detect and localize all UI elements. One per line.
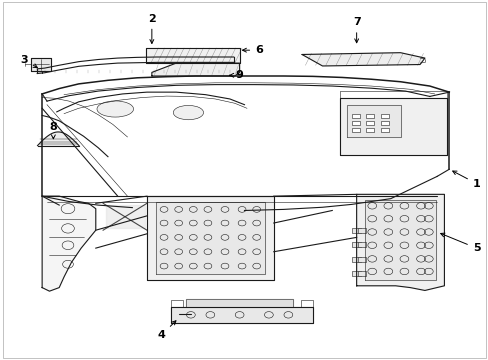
Bar: [351, 114, 359, 118]
Bar: [357, 242, 366, 247]
Text: 9: 9: [229, 70, 243, 80]
Polygon shape: [105, 205, 144, 228]
Bar: [380, 121, 388, 125]
Polygon shape: [346, 105, 400, 137]
Text: 7: 7: [352, 17, 360, 43]
Bar: [357, 257, 366, 262]
Bar: [351, 271, 360, 276]
Bar: [351, 242, 360, 247]
Bar: [380, 128, 388, 132]
Polygon shape: [302, 53, 424, 66]
Text: 4: 4: [157, 321, 176, 340]
Text: 6: 6: [242, 45, 263, 55]
Text: 3: 3: [20, 55, 37, 68]
Bar: [351, 121, 359, 125]
Bar: [366, 114, 373, 118]
Bar: [366, 121, 373, 125]
Bar: [351, 128, 359, 132]
Polygon shape: [152, 63, 239, 76]
Polygon shape: [185, 300, 293, 307]
Polygon shape: [147, 196, 273, 280]
Bar: [357, 271, 366, 276]
Text: 8: 8: [49, 122, 57, 139]
Bar: [380, 114, 388, 118]
Bar: [366, 128, 373, 132]
Polygon shape: [171, 307, 312, 323]
Polygon shape: [365, 200, 435, 280]
Bar: [357, 228, 366, 233]
Polygon shape: [31, 58, 51, 71]
Bar: [351, 257, 360, 262]
Polygon shape: [339, 98, 446, 155]
Polygon shape: [156, 202, 264, 274]
Text: 5: 5: [440, 233, 479, 253]
Polygon shape: [356, 194, 444, 291]
Text: 1: 1: [452, 171, 480, 189]
Polygon shape: [146, 48, 239, 63]
Ellipse shape: [97, 101, 133, 117]
Text: 2: 2: [148, 14, 155, 44]
Polygon shape: [42, 196, 96, 291]
Ellipse shape: [173, 105, 203, 120]
Bar: [351, 228, 360, 233]
